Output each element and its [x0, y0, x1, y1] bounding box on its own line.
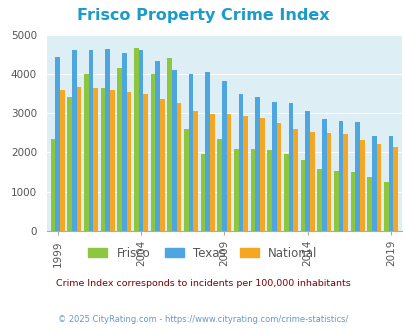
- Bar: [50, 139, 55, 231]
- Bar: [305, 111, 309, 231]
- Bar: [155, 61, 160, 231]
- Bar: [266, 150, 271, 231]
- Bar: [126, 92, 131, 231]
- Bar: [226, 115, 231, 231]
- Bar: [176, 103, 181, 231]
- Bar: [93, 88, 98, 231]
- Bar: [392, 148, 397, 231]
- Bar: [350, 172, 354, 231]
- Bar: [243, 116, 247, 231]
- Bar: [150, 74, 155, 231]
- Bar: [209, 114, 214, 231]
- Bar: [200, 154, 205, 231]
- Bar: [388, 136, 392, 231]
- Bar: [271, 102, 276, 231]
- Bar: [255, 97, 259, 231]
- Bar: [72, 50, 77, 231]
- Bar: [143, 94, 147, 231]
- Bar: [238, 94, 243, 231]
- Legend: Frisco, Texas, National: Frisco, Texas, National: [83, 242, 322, 264]
- Bar: [321, 119, 326, 231]
- Bar: [338, 121, 343, 231]
- Bar: [354, 122, 359, 231]
- Bar: [205, 72, 209, 231]
- Bar: [284, 154, 288, 231]
- Bar: [300, 160, 305, 231]
- Bar: [193, 111, 198, 231]
- Text: Crime Index corresponds to incidents per 100,000 inhabitants: Crime Index corresponds to incidents per…: [55, 279, 350, 288]
- Bar: [233, 148, 238, 231]
- Bar: [55, 57, 60, 231]
- Bar: [326, 133, 330, 231]
- Bar: [105, 49, 110, 231]
- Bar: [309, 132, 314, 231]
- Bar: [217, 139, 222, 231]
- Bar: [60, 90, 64, 231]
- Bar: [172, 70, 176, 231]
- Bar: [343, 134, 347, 231]
- Bar: [117, 68, 121, 231]
- Bar: [110, 90, 114, 231]
- Bar: [77, 87, 81, 231]
- Bar: [371, 136, 376, 231]
- Bar: [359, 140, 364, 231]
- Bar: [376, 144, 380, 231]
- Bar: [138, 50, 143, 231]
- Bar: [134, 49, 138, 231]
- Bar: [383, 182, 388, 231]
- Bar: [367, 177, 371, 231]
- Bar: [293, 129, 297, 231]
- Bar: [183, 129, 188, 231]
- Bar: [317, 169, 321, 231]
- Text: © 2025 CityRating.com - https://www.cityrating.com/crime-statistics/: © 2025 CityRating.com - https://www.city…: [58, 315, 347, 324]
- Bar: [288, 103, 293, 231]
- Bar: [222, 81, 226, 231]
- Bar: [276, 123, 281, 231]
- Bar: [84, 74, 88, 231]
- Bar: [160, 99, 164, 231]
- Bar: [167, 58, 172, 231]
- Text: Frisco Property Crime Index: Frisco Property Crime Index: [77, 8, 328, 23]
- Bar: [188, 74, 193, 231]
- Bar: [333, 171, 338, 231]
- Bar: [259, 117, 264, 231]
- Bar: [122, 53, 126, 231]
- Bar: [67, 97, 72, 231]
- Bar: [88, 50, 93, 231]
- Bar: [100, 88, 105, 231]
- Bar: [250, 148, 255, 231]
